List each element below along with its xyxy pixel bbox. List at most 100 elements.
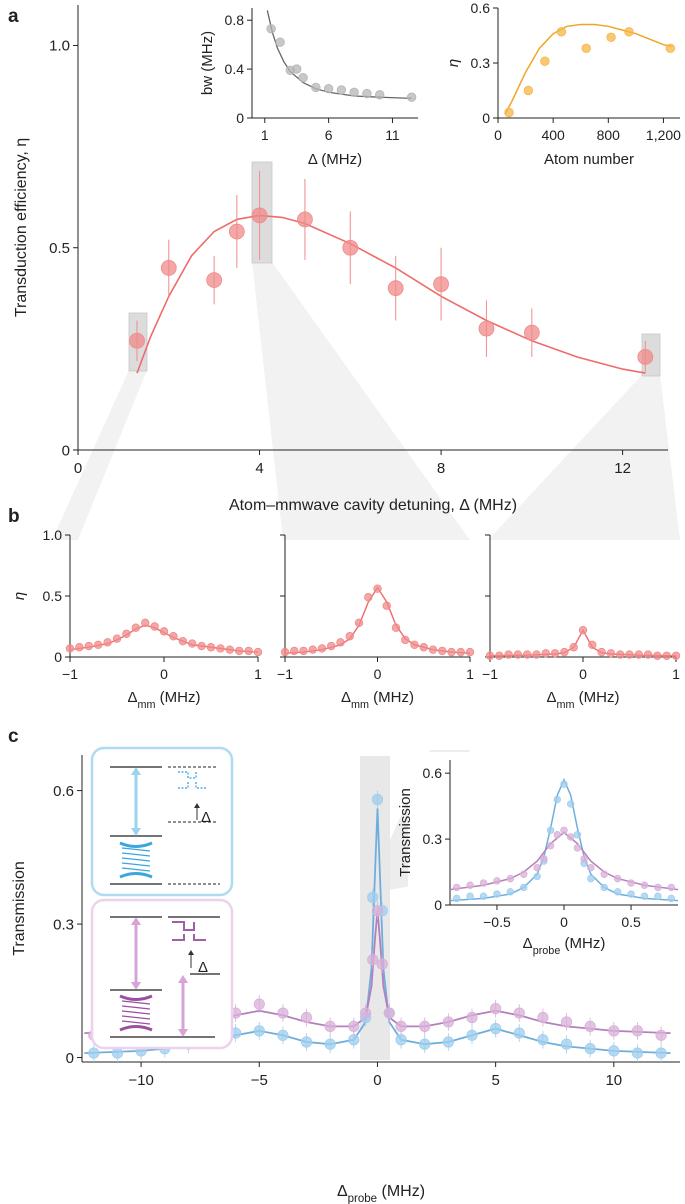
y-tick-label: 0.3 — [471, 55, 491, 71]
x-tick-label: 11 — [385, 127, 400, 143]
data-point — [251, 207, 268, 224]
data-point — [160, 260, 177, 276]
data-point — [553, 830, 561, 839]
data-point — [567, 800, 575, 808]
data-point — [291, 64, 302, 74]
x-tick-label: 1 — [254, 666, 262, 682]
data-point — [523, 85, 534, 96]
data-point — [541, 649, 550, 658]
x-tick-label: −5 — [251, 1072, 268, 1089]
data-point — [584, 1020, 596, 1033]
y-axis-title: η — [11, 592, 28, 600]
x-tick-label: 4 — [255, 460, 263, 477]
y-tick-label: 0.6 — [53, 783, 74, 800]
schematic-purple: Δ — [90, 898, 234, 1050]
data-point — [111, 1047, 124, 1059]
x-tick-label: 1 — [466, 666, 474, 682]
y-tick-label: 0 — [236, 110, 244, 126]
y-tick-label: 0.5 — [49, 240, 70, 257]
data-point — [342, 239, 359, 256]
data-point — [533, 872, 541, 881]
data-point — [506, 874, 515, 883]
data-point — [298, 72, 308, 83]
data-point — [624, 27, 634, 37]
data-point — [537, 1011, 549, 1024]
chart-b-right: −1 0 1 Δmm (MHz) — [482, 534, 681, 711]
data-point — [317, 644, 327, 653]
fit-line — [504, 23, 672, 115]
x-tick-label: −10 — [128, 1072, 153, 1089]
c-inset-background — [408, 752, 676, 912]
data-point — [513, 1007, 525, 1019]
data-point — [234, 646, 244, 656]
y-tick-label: 1.0 — [43, 527, 63, 543]
y-tick-label: 0.6 — [423, 765, 443, 781]
schematic-blue: Δ — [90, 746, 234, 897]
panel-label-a: a — [8, 6, 19, 27]
data-point — [300, 1011, 313, 1024]
y-tick-label: 0.6 — [471, 0, 491, 16]
data-point — [466, 1011, 478, 1024]
data-point — [490, 1023, 502, 1035]
y-tick-label: 0 — [434, 897, 442, 913]
data-point — [362, 88, 372, 99]
y-tick-label: 0 — [54, 649, 62, 665]
x-tick-label: 5 — [491, 1072, 499, 1089]
data-point — [506, 888, 515, 896]
data-point — [653, 651, 662, 660]
data-point — [597, 647, 606, 657]
data-point — [391, 623, 401, 632]
schematic-delta-top: Δ — [201, 809, 211, 826]
x-tick-label: 0 — [373, 1072, 381, 1089]
data-point — [584, 1043, 596, 1055]
data-point — [504, 107, 514, 118]
data-point — [627, 890, 635, 898]
data-point — [560, 647, 569, 657]
data-point — [327, 641, 336, 651]
x-tick-label: 0 — [579, 666, 587, 682]
x-axis-title: Δmm (MHz) — [341, 689, 414, 711]
data-point — [290, 646, 299, 656]
x-tick-label: 0 — [74, 460, 82, 477]
data-point — [442, 1036, 454, 1048]
data-point — [159, 627, 169, 636]
data-point — [401, 635, 410, 645]
data-point — [616, 650, 625, 659]
y-tick-label: 0.3 — [53, 916, 74, 933]
data-point — [206, 272, 223, 288]
data-point — [662, 651, 671, 660]
panel-label-b: b — [8, 506, 20, 527]
data-point — [560, 826, 568, 835]
data-point — [308, 645, 317, 654]
data-point — [150, 622, 159, 631]
data-point — [665, 43, 676, 54]
data-point — [297, 211, 313, 228]
data-point — [225, 645, 234, 654]
x-tick-label: −1 — [482, 666, 498, 682]
y-tick-label: 0.8 — [225, 12, 245, 28]
x-tick-label: 6 — [325, 127, 333, 143]
fit-line — [84, 808, 671, 1054]
data-point — [419, 1038, 431, 1050]
data-point — [643, 650, 653, 659]
x-axis-title: Δ (MHz) — [308, 151, 362, 168]
y-tick-label: 0.3 — [423, 831, 443, 847]
y-tick-label: 0.4 — [225, 61, 245, 77]
data-point — [655, 1029, 667, 1041]
x-tick-label: 1,200 — [646, 127, 681, 143]
data-point — [578, 625, 588, 635]
data-point — [631, 1047, 644, 1059]
data-point — [490, 1003, 502, 1015]
data-point — [438, 646, 447, 656]
chart-a-main: 0 4 8 12 0 0.5 1.0 Atom–mmwave cavity detuning,… — [13, 5, 668, 514]
data-point — [466, 881, 474, 889]
data-point — [253, 998, 265, 1010]
data-point — [560, 780, 568, 788]
data-point — [324, 1020, 336, 1033]
data-point — [560, 1038, 573, 1050]
x-tick-label: 0 — [560, 914, 568, 930]
data-point — [540, 56, 550, 66]
x-axis-title: Δmm (MHz) — [127, 689, 200, 711]
